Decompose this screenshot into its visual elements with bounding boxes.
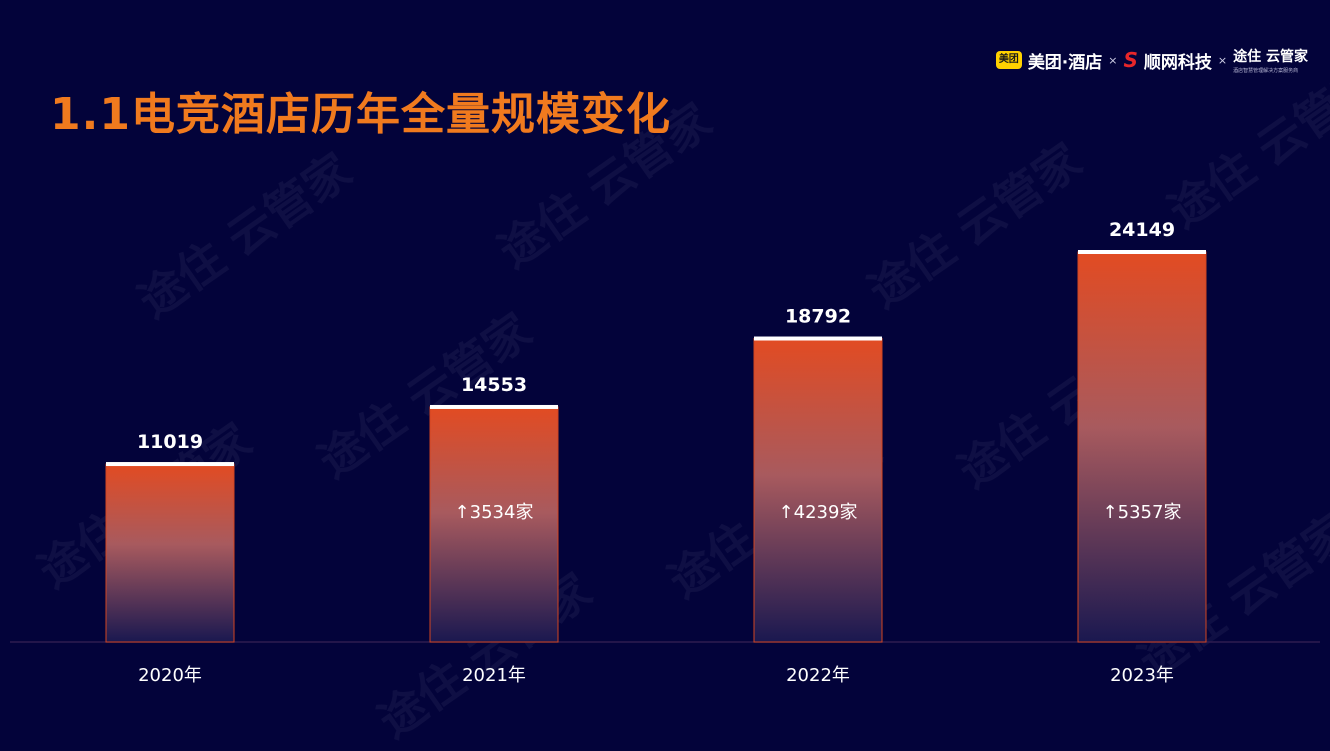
bar-cap	[430, 404, 558, 409]
shunwang-logo-text: 顺网科技	[1143, 52, 1212, 73]
data-label: 24149	[1109, 219, 1175, 241]
bar	[753, 338, 883, 643]
meituan-hotel-logo-text: 美团·酒店	[1027, 52, 1103, 73]
x-tick-label: 2020年	[138, 665, 202, 686]
data-label: 14553	[461, 374, 527, 396]
meituan-logo-icon: 美团	[995, 51, 1022, 69]
yunguanjia-logo-subtext: 酒店智慧管理解决方案服务商	[1233, 68, 1299, 74]
bar	[105, 463, 235, 643]
increase-label: ↑3534家	[455, 502, 534, 523]
logo-separator: ×	[1108, 53, 1118, 67]
data-label: 18792	[785, 306, 851, 328]
shunwang-logo-icon: S	[1123, 48, 1138, 72]
x-tick-label: 2021年	[462, 665, 526, 686]
increase-label: ↑4239家	[779, 502, 858, 523]
bar-cap	[754, 336, 882, 341]
bar	[429, 406, 559, 643]
page-title: 1.1电竞酒店历年全量规模变化	[50, 89, 671, 140]
bar-chart: 11019 2020年 14553 ↑3534家 2021年 18792 ↑4239家 202…	[10, 219, 1320, 686]
logo-separator: ×	[1217, 53, 1228, 67]
partner-logos: 美团 美团·酒店 × S 顺网科技 × 途住 云管家 酒店智慧管理解决方案服务商	[995, 46, 1308, 74]
data-label: 11019	[137, 431, 203, 453]
yunguanjia-logo: 途住 云管家 酒店智慧管理解决方案服务商	[1233, 46, 1308, 74]
yunguanjia-logo-text: 途住 云管家	[1233, 49, 1308, 65]
increase-label: ↑5357家	[1103, 502, 1182, 523]
bar-cap	[1078, 250, 1206, 254]
x-tick-label: 2022年	[786, 665, 850, 686]
x-tick-label: 2023年	[1110, 665, 1174, 686]
bar-cap	[106, 462, 234, 467]
bar	[1077, 251, 1207, 643]
